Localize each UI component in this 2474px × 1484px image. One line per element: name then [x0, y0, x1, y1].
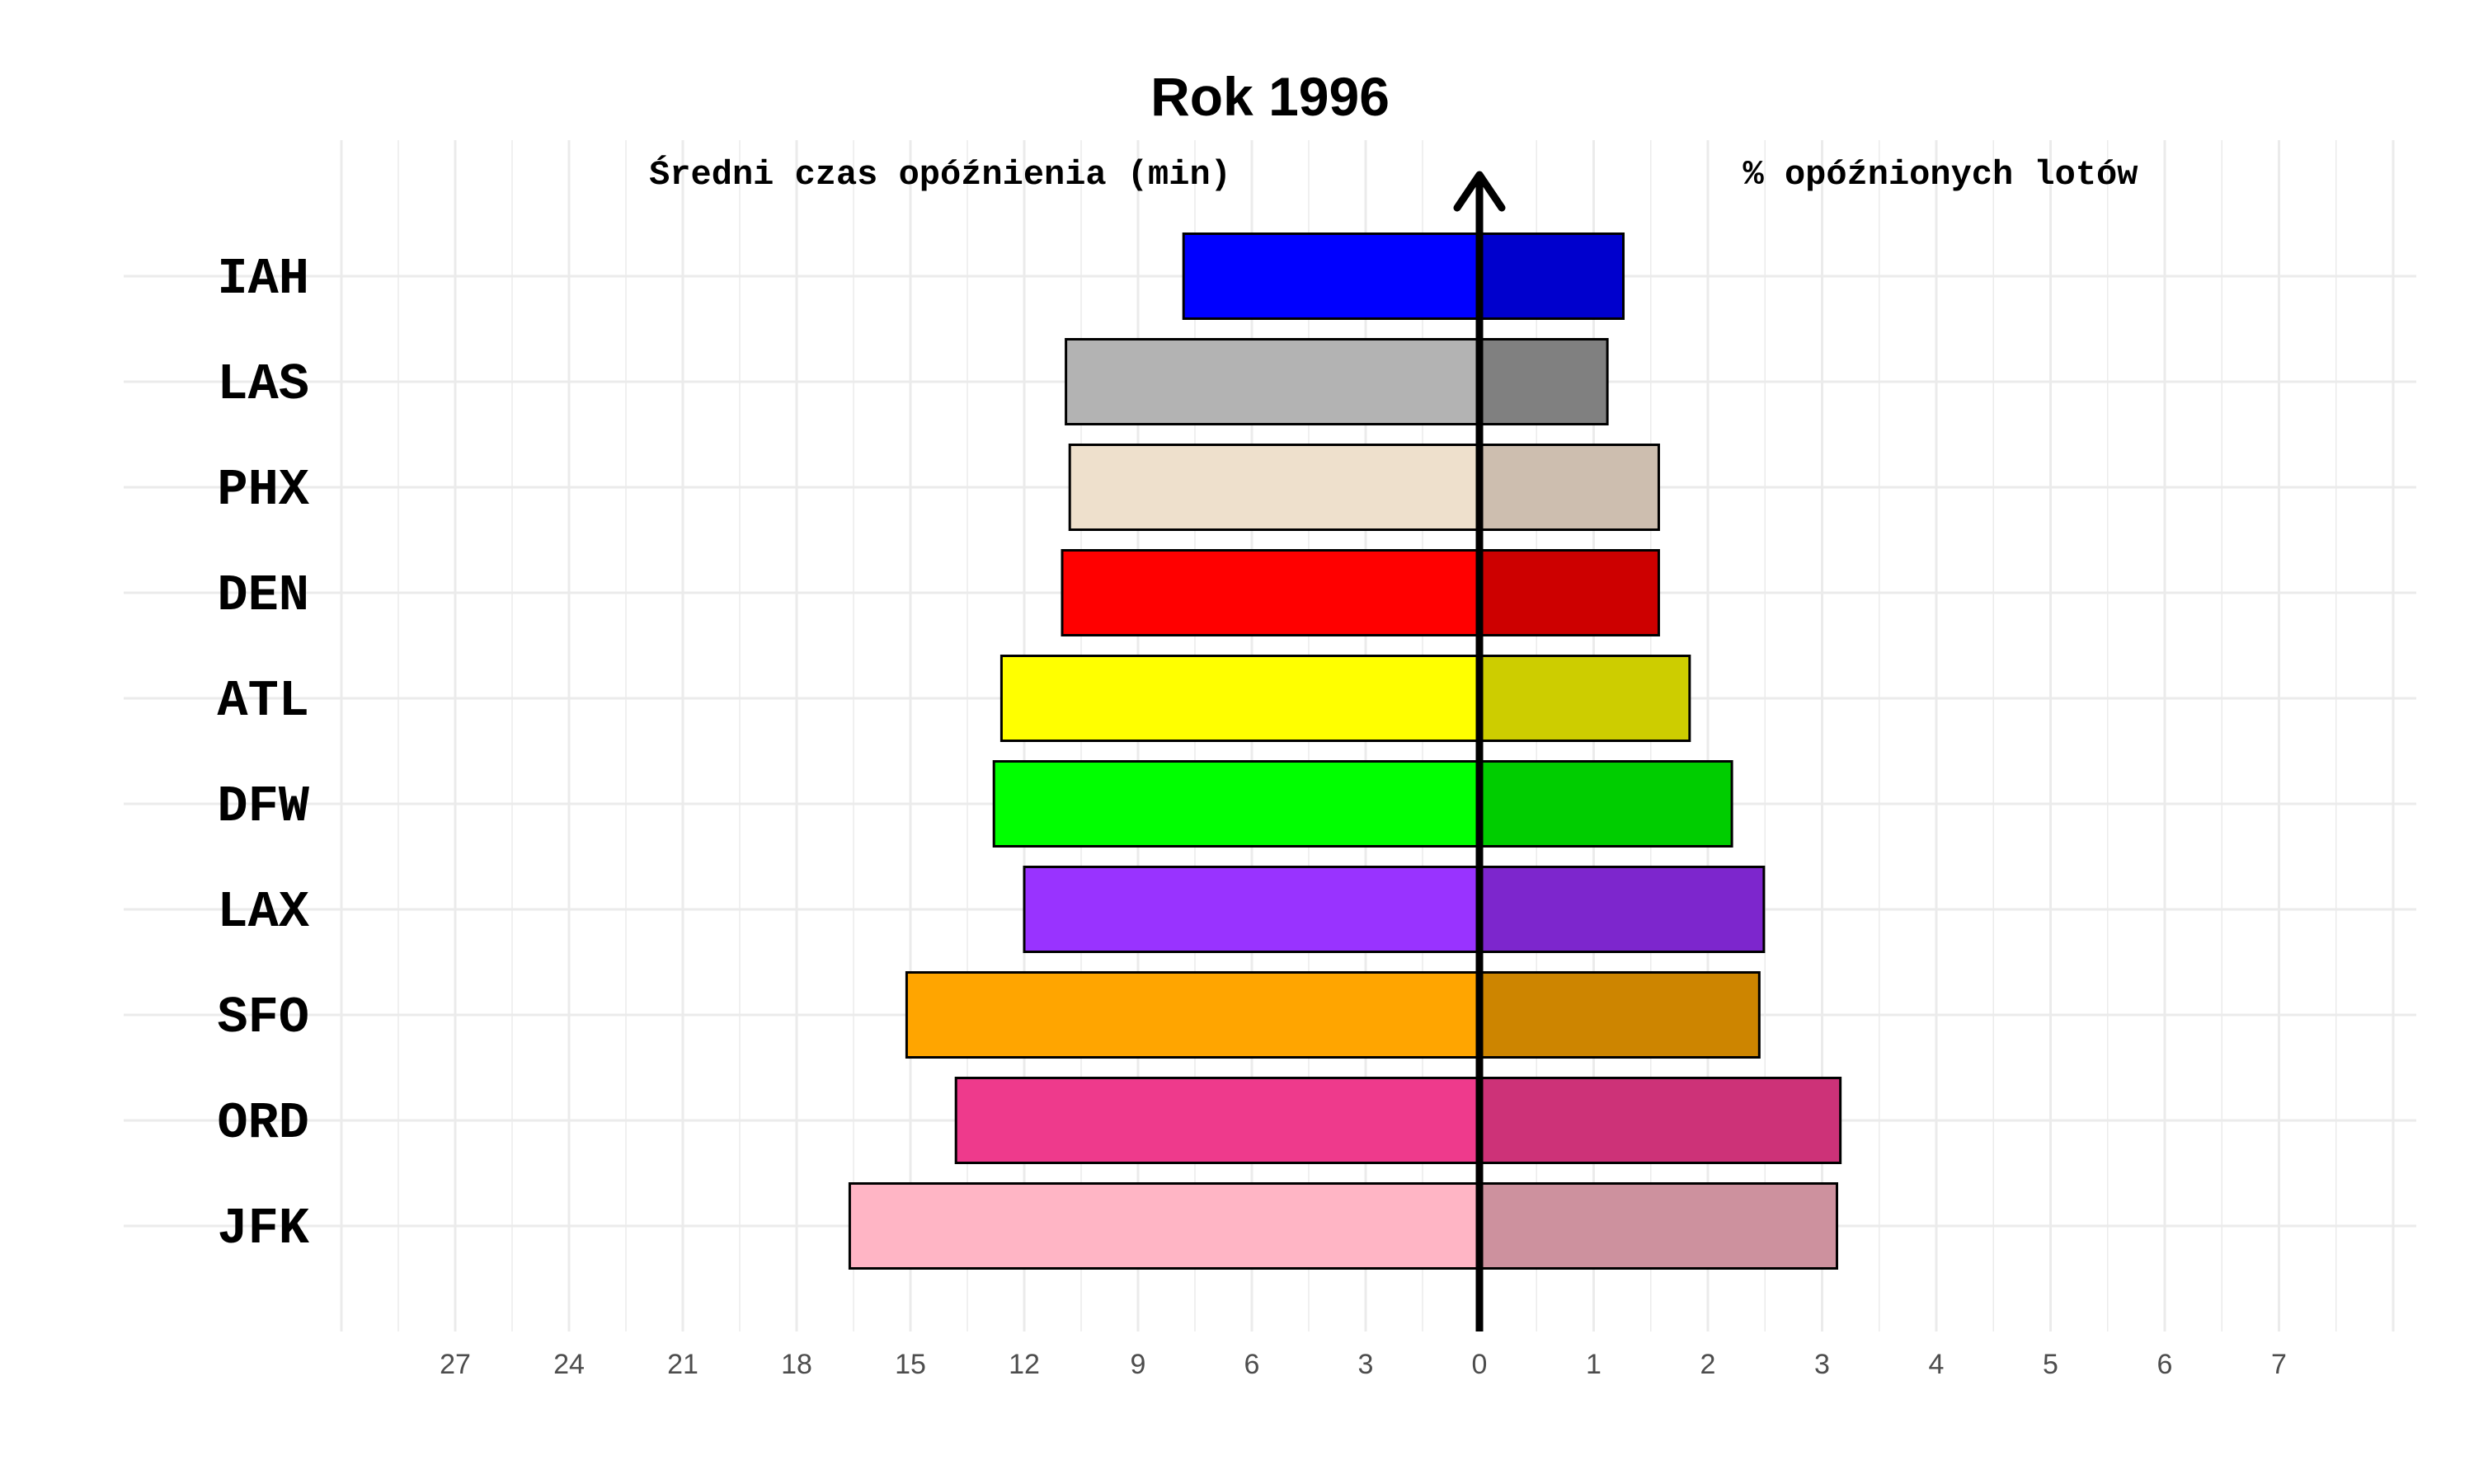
tick-label-left: 12: [1009, 1349, 1040, 1380]
category-label: LAS: [217, 355, 309, 414]
category-label: JFK: [217, 1200, 309, 1258]
bar-right-iah: [1478, 232, 1625, 320]
category-label: ATL: [217, 672, 309, 730]
bar-left-den: [1061, 549, 1481, 636]
tick-label-left: 15: [895, 1349, 926, 1380]
tick-label-left: 18: [781, 1349, 812, 1380]
tick-label-left: 24: [553, 1349, 585, 1380]
center-axis-arrowhead: [1453, 171, 1506, 212]
tick-label-right: 5: [2043, 1349, 2058, 1380]
bar-right-phx: [1478, 444, 1660, 531]
bar-right-dfw: [1478, 760, 1733, 848]
bars: [848, 232, 1842, 1270]
category-label: DEN: [217, 566, 309, 625]
bar-left-las: [1065, 338, 1481, 425]
axis: [1453, 171, 1506, 1331]
tick-label-left: 9: [1131, 1349, 1146, 1380]
tick-label-left: 21: [667, 1349, 698, 1380]
bar-right-atl: [1478, 655, 1691, 742]
bar-right-jfk: [1478, 1182, 1839, 1270]
right-axis-label: % opóźnionych lotów: [1743, 155, 2138, 195]
left-axis-label: Średni czas opóźnienia (min): [649, 154, 1231, 195]
tick-label-left: 0: [1472, 1349, 1488, 1380]
bar-left-atl: [999, 655, 1481, 742]
bar-right-lax: [1478, 866, 1766, 953]
tick-label-left: 3: [1358, 1349, 1374, 1380]
category-label: DFW: [217, 777, 309, 836]
category-label: LAX: [217, 883, 309, 942]
bar-right-sfo: [1478, 971, 1761, 1059]
bar-right-ord: [1478, 1077, 1842, 1164]
bar-left-sfo: [905, 971, 1481, 1059]
tick-label-right: 4: [1929, 1349, 1945, 1380]
bar-right-den: [1478, 549, 1660, 636]
category-label: ORD: [217, 1094, 309, 1153]
tick-label-right: 2: [1700, 1349, 1716, 1380]
category-label: SFO: [217, 989, 309, 1047]
chart-title: Rok 1996: [1150, 66, 1390, 127]
bar-left-phx: [1068, 444, 1481, 531]
tick-label-right: 1: [1586, 1349, 1602, 1380]
category-label: PHX: [217, 461, 309, 519]
category-label: IAH: [217, 250, 309, 308]
bar-left-jfk: [848, 1182, 1481, 1270]
tick-label-right: 3: [1814, 1349, 1830, 1380]
bar-right-las: [1478, 338, 1609, 425]
tick-label-right: 6: [2157, 1349, 2173, 1380]
bar-left-ord: [954, 1077, 1481, 1164]
bar-left-iah: [1182, 232, 1481, 320]
tick-label-left: 6: [1244, 1349, 1260, 1380]
bar-left-dfw: [992, 760, 1481, 848]
tick-label-left: 27: [440, 1349, 471, 1380]
tick-label-right: 7: [2271, 1349, 2287, 1380]
bar-left-lax: [1023, 866, 1481, 953]
